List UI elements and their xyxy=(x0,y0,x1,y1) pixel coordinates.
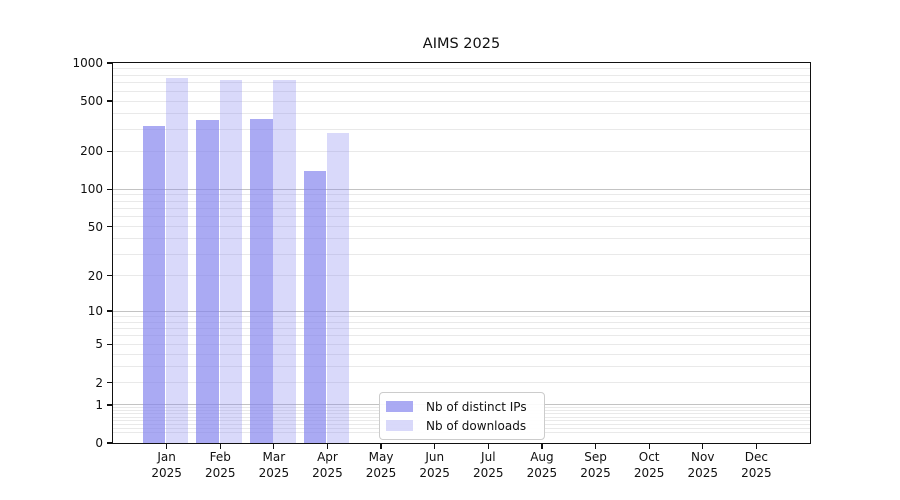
y-tick-label: 100 xyxy=(80,182,103,197)
y-tick-mark xyxy=(107,100,113,102)
x-tick-mark xyxy=(380,444,382,449)
x-tick-mark xyxy=(648,444,650,449)
gridline-minor xyxy=(113,328,810,330)
legend-item-distinct-ips: Nb of distinct IPs xyxy=(386,397,544,416)
gridline-minor xyxy=(113,68,810,70)
gridline-minor xyxy=(113,321,810,323)
legend: Nb of distinct IPs Nb of downloads xyxy=(379,392,545,440)
gridline-minor xyxy=(113,275,810,277)
bar-distinct-ips-mar xyxy=(250,119,273,443)
y-tick-label: 20 xyxy=(87,268,103,283)
bar-downloads-feb xyxy=(219,79,243,443)
y-tick-mark xyxy=(107,226,113,228)
x-tick-label: Dec 2025 xyxy=(741,450,772,480)
legend-label-downloads: Nb of downloads xyxy=(426,418,527,433)
gridline-minor xyxy=(113,82,810,84)
gridline-minor xyxy=(113,226,810,228)
x-tick-label: Jul 2025 xyxy=(473,450,504,480)
y-tick-label: 0 xyxy=(95,436,103,450)
gridline-minor xyxy=(113,216,810,218)
gridline-major xyxy=(113,310,810,312)
y-tick-mark xyxy=(107,150,113,152)
y-tick-label: 200 xyxy=(80,144,103,159)
y-tick-mark xyxy=(107,310,113,312)
x-tick-mark xyxy=(594,444,597,449)
gridline-minor xyxy=(113,238,810,240)
x-tick-mark xyxy=(755,444,758,449)
x-tick-label: Apr 2025 xyxy=(312,450,343,480)
gridline-minor xyxy=(113,100,810,102)
y-tick-label: 500 xyxy=(80,94,103,109)
x-tick-mark xyxy=(487,444,489,449)
x-tick-label: Mar 2025 xyxy=(258,450,290,480)
gridline-minor xyxy=(113,112,810,114)
y-tick-mark xyxy=(107,404,113,406)
x-tick-mark xyxy=(273,444,275,449)
y-tick-mark xyxy=(107,62,113,64)
x-tick-label: May 2025 xyxy=(365,450,397,480)
legend-label-distinct-ips: Nb of distinct IPs xyxy=(426,399,527,414)
x-tick-label: Sep 2025 xyxy=(580,450,611,480)
gridline-minor xyxy=(113,366,810,368)
x-tick-label: Nov 2025 xyxy=(687,450,719,480)
bar-downloads-jan xyxy=(165,77,189,443)
x-tick-mark xyxy=(541,444,543,449)
gridline-minor xyxy=(113,253,810,255)
y-tick-label: 1000 xyxy=(72,56,103,70)
bar-distinct-ips-apr xyxy=(303,170,327,443)
gridline-minor xyxy=(113,194,810,196)
gridline-minor xyxy=(113,150,810,152)
legend-item-downloads: Nb of downloads xyxy=(386,416,544,435)
chart-title: AIMS 2025 xyxy=(422,36,501,52)
x-tick-label: Feb 2025 xyxy=(204,450,236,480)
x-tick-mark xyxy=(326,444,329,449)
x-tick-label: Jan 2025 xyxy=(151,450,182,480)
legend-swatch-downloads xyxy=(386,420,413,431)
x-tick-label: Oct 2025 xyxy=(633,450,665,480)
legend-swatch-distinct-ips xyxy=(386,401,413,412)
y-tick-label: 2 xyxy=(95,375,103,390)
gridline-minor xyxy=(113,315,810,317)
y-tick-mark xyxy=(107,343,113,346)
bar-distinct-ips-feb xyxy=(196,119,219,443)
y-tick-label: 1 xyxy=(95,397,103,412)
gridline-major xyxy=(113,188,810,190)
x-tick-mark xyxy=(702,444,704,449)
y-tick-mark xyxy=(107,188,113,190)
y-tick-label: 10 xyxy=(87,304,103,319)
y-tick-label: 50 xyxy=(87,219,103,234)
gridline-minor xyxy=(113,200,810,202)
gridline-minor xyxy=(113,335,810,337)
gridline-minor xyxy=(113,208,810,210)
gridline-minor xyxy=(113,90,810,92)
bar-downloads-apr xyxy=(326,132,350,443)
gridline-minor xyxy=(113,343,810,345)
x-tick-label: Jun 2025 xyxy=(419,450,450,480)
x-tick-label: Aug 2025 xyxy=(526,450,558,480)
gridline-minor xyxy=(113,353,810,355)
y-tick-mark xyxy=(107,381,113,384)
x-tick-mark xyxy=(165,444,168,449)
y-tick-mark xyxy=(107,274,113,277)
bar-distinct-ips-jan xyxy=(142,125,166,443)
x-tick-mark xyxy=(219,444,221,449)
y-tick-label: 5 xyxy=(95,337,103,352)
gridline-minor xyxy=(113,382,810,384)
gridline-minor xyxy=(113,74,810,76)
gridline-minor xyxy=(113,128,810,130)
bar-downloads-mar xyxy=(273,80,296,443)
y-tick-mark xyxy=(107,442,113,444)
x-tick-mark xyxy=(434,444,436,449)
